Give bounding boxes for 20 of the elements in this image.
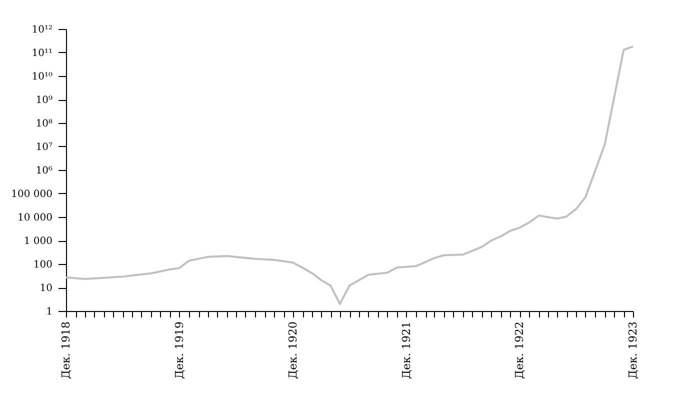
y-tick-label: 10⁷ (36, 142, 52, 153)
y-tick-label: 1 (46, 306, 52, 318)
x-tick-label: Дек. 1920 (286, 322, 300, 379)
y-tick-label: 10 000 (18, 212, 52, 224)
y-tick-label: 10⁸ (36, 118, 52, 130)
y-tick-label: 10⁹ (36, 95, 52, 106)
x-tick-label: Дек. 1922 (513, 322, 526, 379)
y-tick-label: 10¹¹ (32, 48, 52, 59)
line-series (65, 46, 634, 305)
x-tick-label: Дек. 1921 (400, 322, 413, 379)
y-tick-label: 10 (40, 283, 52, 294)
x-tick-label: Дек. 1918 (60, 322, 72, 379)
y-tick-label: 10¹² (32, 24, 52, 36)
y-tick-label: 10¹⁰ (32, 72, 52, 82)
x-tick-label: Дек. 1919 (172, 322, 186, 379)
x-tick-label: Дек. 1923 (626, 322, 640, 379)
y-tick-label: 1 000 (24, 236, 52, 247)
y-tick-label: 10⁶ (36, 166, 52, 176)
y-tick-label: 100 000 (11, 189, 52, 200)
y-tick-label: 100 (33, 260, 52, 270)
